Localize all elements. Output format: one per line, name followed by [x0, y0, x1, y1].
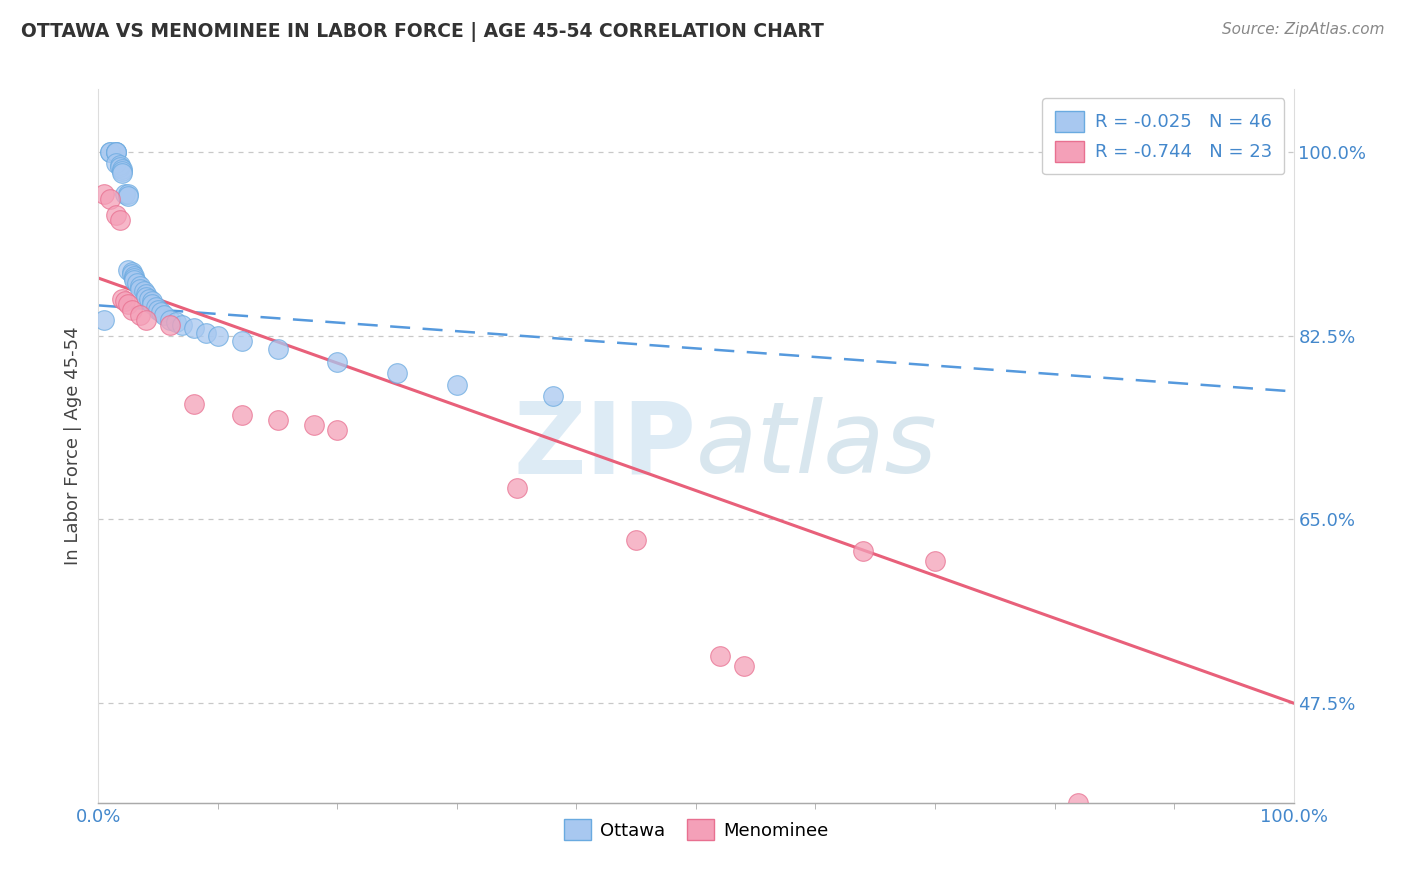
- Point: [733, 659, 755, 673]
- Legend: Ottawa, Menominee: Ottawa, Menominee: [557, 812, 835, 847]
- Point: [159, 313, 181, 327]
- Point: [124, 271, 146, 285]
- Text: Source: ZipAtlas.com: Source: ZipAtlas.com: [1222, 22, 1385, 37]
- Point: [145, 301, 167, 315]
- Point: [121, 302, 143, 317]
- Point: [183, 397, 205, 411]
- Point: [121, 265, 143, 279]
- Point: [541, 389, 564, 403]
- Point: [111, 164, 134, 178]
- Point: [326, 355, 349, 369]
- Point: [231, 334, 253, 348]
- Point: [117, 189, 139, 203]
- Point: [98, 145, 122, 160]
- Point: [153, 308, 176, 322]
- Point: [98, 193, 122, 207]
- Point: [93, 313, 115, 327]
- Point: [385, 366, 409, 380]
- Point: [446, 378, 468, 392]
- Point: [105, 145, 128, 160]
- Point: [111, 292, 134, 306]
- Point: [138, 292, 160, 306]
- Point: [326, 423, 349, 437]
- Point: [129, 308, 152, 322]
- Point: [626, 533, 648, 548]
- Point: [105, 208, 128, 222]
- Point: [302, 417, 325, 432]
- Point: [148, 302, 170, 317]
- Point: [108, 160, 131, 174]
- Point: [159, 318, 181, 333]
- Point: [108, 158, 131, 172]
- Point: [1067, 796, 1090, 810]
- Point: [121, 267, 143, 281]
- Point: [506, 481, 529, 495]
- Point: [852, 544, 875, 558]
- Point: [129, 282, 152, 296]
- Point: [267, 413, 290, 427]
- Text: OTTAWA VS MENOMINEE IN LABOR FORCE | AGE 45-54 CORRELATION CHART: OTTAWA VS MENOMINEE IN LABOR FORCE | AGE…: [21, 22, 824, 42]
- Point: [135, 286, 157, 301]
- Point: [165, 315, 187, 329]
- Point: [267, 343, 290, 357]
- Point: [135, 290, 157, 304]
- Text: ZIP: ZIP: [513, 398, 696, 494]
- Point: [117, 297, 139, 311]
- Point: [129, 279, 152, 293]
- Point: [125, 277, 148, 291]
- Point: [114, 294, 136, 309]
- Text: atlas: atlas: [696, 398, 938, 494]
- Point: [98, 145, 122, 160]
- Point: [105, 155, 128, 169]
- Point: [135, 313, 157, 327]
- Point: [124, 268, 146, 283]
- Point: [141, 297, 163, 311]
- Point: [105, 145, 128, 160]
- Point: [172, 318, 194, 333]
- Point: [93, 187, 115, 202]
- Y-axis label: In Labor Force | Age 45-54: In Labor Force | Age 45-54: [65, 326, 83, 566]
- Point: [924, 554, 946, 568]
- Point: [111, 161, 134, 176]
- Point: [108, 213, 131, 227]
- Point: [117, 187, 139, 202]
- Point: [132, 284, 155, 298]
- Point: [141, 294, 163, 309]
- Point: [207, 328, 229, 343]
- Point: [195, 326, 218, 340]
- Point: [114, 187, 136, 202]
- Point: [105, 145, 128, 160]
- Point: [183, 321, 205, 335]
- Point: [231, 408, 253, 422]
- Point: [709, 648, 731, 663]
- Point: [117, 262, 139, 277]
- Point: [149, 304, 172, 318]
- Point: [111, 166, 134, 180]
- Point: [124, 273, 146, 287]
